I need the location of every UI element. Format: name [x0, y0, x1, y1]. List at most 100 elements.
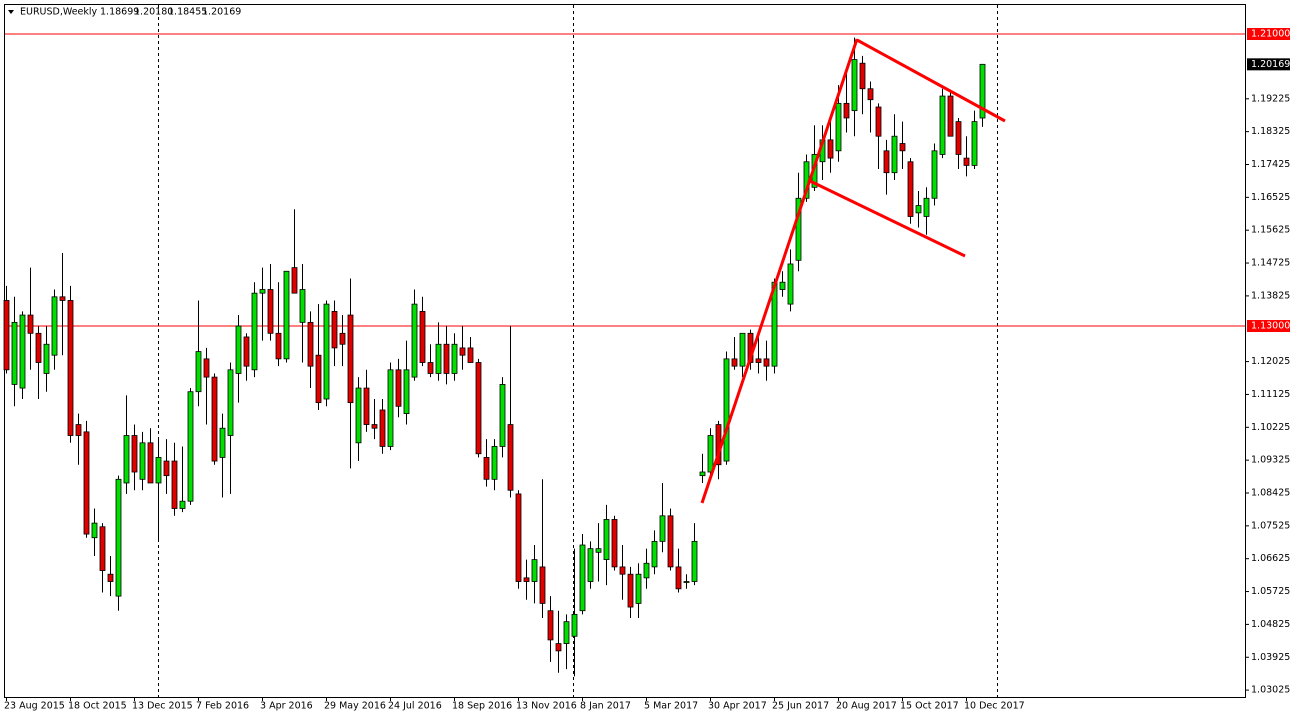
y-tick-label: 1.13825	[1251, 290, 1290, 301]
y-tick-label: 1.14725	[1251, 258, 1290, 269]
candle-body	[395, 369, 402, 407]
x-tick-label: 18 Oct 2015	[68, 701, 127, 712]
candle-body	[315, 354, 322, 404]
candle-body	[675, 566, 682, 590]
candle-body	[611, 519, 618, 568]
candle-body	[403, 369, 410, 415]
candle-body	[99, 526, 106, 571]
candle-body	[667, 515, 674, 568]
candle-body	[299, 289, 306, 323]
candle-body	[59, 296, 66, 301]
candle-body	[83, 431, 90, 535]
y-tick-label: 1.07525	[1251, 520, 1290, 531]
y-tick-label: 1.04825	[1251, 619, 1290, 630]
ohlc-close: 1.20169	[202, 7, 241, 18]
candle-body	[523, 577, 530, 582]
y-tick-label: 1.16525	[1251, 192, 1290, 203]
candle-body	[219, 427, 226, 458]
candle-body	[387, 369, 394, 447]
menu-arrow[interactable]	[8, 10, 14, 14]
y-tick-label: 1.03025	[1251, 685, 1290, 696]
candle-body	[939, 95, 946, 155]
candle-body	[379, 409, 386, 447]
candle-body	[203, 358, 210, 378]
candle-body	[643, 562, 650, 579]
candle-body	[211, 376, 218, 462]
candle-body	[467, 347, 474, 363]
ohlc-low: 1.18455	[168, 7, 207, 18]
x-tick-label: 7 Feb 2016	[196, 701, 249, 712]
y-tick-label: 1.10225	[1251, 422, 1290, 433]
candle-body	[787, 263, 794, 305]
candle-body	[619, 566, 626, 575]
candle-body	[27, 314, 34, 334]
candle-body	[899, 143, 906, 152]
candle-body	[171, 460, 178, 509]
candle-body	[371, 424, 378, 429]
candle-body	[971, 121, 978, 166]
price-label: 1.21000	[1251, 29, 1290, 40]
candle-body	[923, 197, 930, 217]
candle-body	[555, 643, 562, 652]
x-tick-label: 18 Sep 2016	[452, 701, 512, 712]
candle-body	[51, 296, 58, 356]
candle-body	[587, 548, 594, 582]
candle-body	[955, 121, 962, 155]
candle-body	[851, 59, 858, 112]
y-tick-label: 1.11125	[1251, 389, 1290, 400]
candle-body	[483, 457, 490, 480]
last-price-label: 1.20169	[1251, 59, 1290, 70]
candle-body	[947, 95, 954, 137]
price-label: 1.13000	[1251, 321, 1290, 332]
candle-body	[635, 573, 642, 604]
x-tick-label: 25 Jun 2017	[772, 701, 829, 712]
candle-body	[147, 442, 154, 484]
candle-body	[307, 321, 314, 367]
candle-body	[131, 435, 138, 473]
candle-body	[739, 332, 746, 367]
y-tick-label: 1.09325	[1251, 455, 1290, 466]
y-tick-label: 1.05725	[1251, 586, 1290, 597]
y-tick-label: 1.18325	[1251, 126, 1290, 137]
candle-body	[75, 424, 82, 436]
candle-body	[627, 573, 634, 608]
candle-body	[835, 102, 842, 152]
candle-body	[347, 314, 354, 404]
candle-body	[563, 621, 570, 644]
candle-body	[475, 362, 482, 455]
x-tick-label: 29 May 2016	[324, 701, 386, 712]
x-tick-label: 15 Oct 2017	[900, 701, 959, 712]
x-tick-label: 13 Nov 2016	[516, 701, 577, 712]
candle-body	[267, 289, 274, 334]
trend-line	[700, 38, 859, 504]
candle-body	[155, 457, 162, 484]
candle-body	[507, 424, 514, 491]
candle-body	[243, 336, 250, 367]
candle-body	[579, 544, 586, 612]
ohlc-high: 1.20180	[134, 7, 173, 18]
price-label-bg	[1247, 28, 1290, 41]
candle-body	[115, 478, 122, 597]
candle-body	[595, 548, 602, 553]
candle-body	[411, 303, 418, 378]
candle-body	[779, 281, 786, 290]
y-tick-label: 1.06625	[1251, 553, 1290, 564]
x-tick-label: 10 Dec 2017	[964, 701, 1025, 712]
y-tick-label: 1.03925	[1251, 652, 1290, 663]
candle-body	[355, 387, 362, 444]
candle-body	[931, 150, 938, 199]
candle-body	[691, 540, 698, 582]
candle-body	[491, 446, 498, 480]
candle-body	[499, 384, 506, 447]
candle-body	[235, 325, 242, 374]
candle-body	[427, 362, 434, 374]
candle-body	[3, 300, 10, 371]
candle-body	[259, 289, 266, 294]
candle-body	[651, 540, 658, 568]
candle-body	[795, 197, 802, 261]
candle-body	[763, 358, 770, 367]
candle-body	[459, 347, 466, 356]
candle-body	[843, 102, 850, 119]
candle-body	[195, 351, 202, 393]
